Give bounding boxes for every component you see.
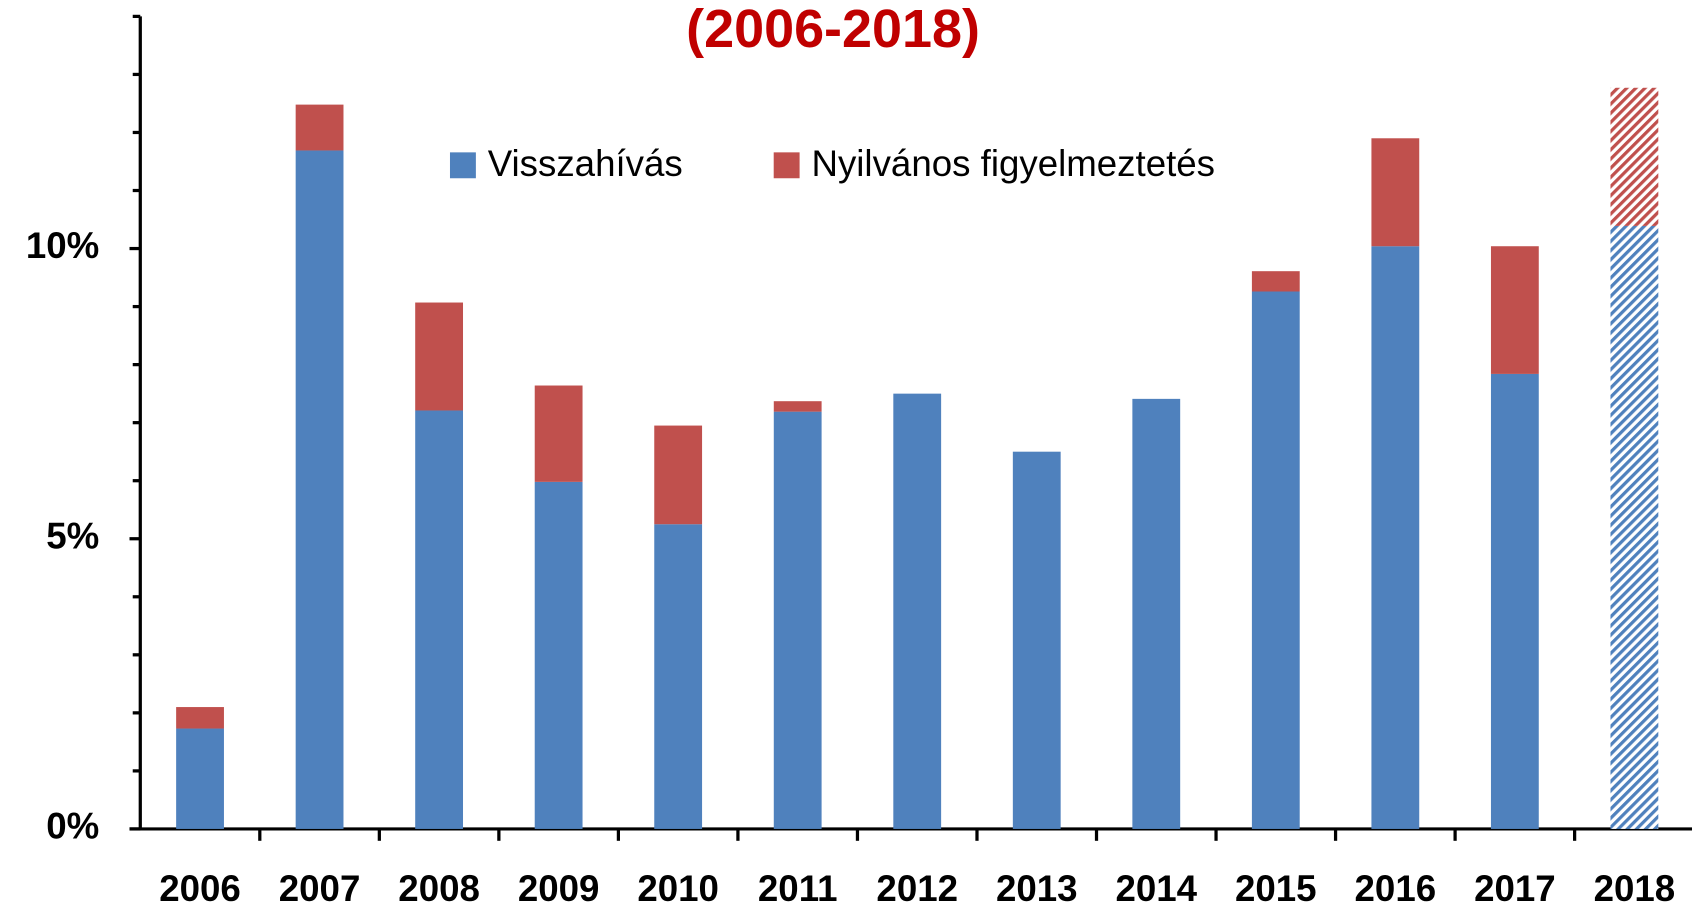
bar-segment [1490,373,1539,829]
y-tick-label: 5% [46,515,99,556]
chart-title: (2006-2018) [686,0,980,59]
bar-segment [654,425,703,525]
x-tick-label: 2015 [1235,868,1317,909]
x-tick-label: 2011 [758,868,838,909]
legend-swatch [773,152,800,179]
x-tick-label: 2018 [1594,868,1676,909]
legend-label: Nyilvános figyelmeztetés [811,143,1215,184]
bar-segment [1490,246,1539,374]
x-tick-label: 2016 [1355,868,1437,909]
x-tick-label: 2009 [518,868,600,909]
x-tick-label: 2012 [876,868,958,909]
bar-segment [1610,225,1659,829]
bar-segment [415,410,464,829]
legend-swatch [449,152,476,179]
legend-label: Visszahívás [488,143,683,184]
bar-segment [1251,271,1300,292]
bar-segment [295,104,344,151]
bar-segment [654,524,703,829]
bar-segment [1251,291,1300,829]
x-tick-label: 2006 [159,868,241,909]
bar-segment [773,411,822,829]
bar-segment [1132,398,1181,829]
bar-segment [534,481,583,829]
bar-segment [295,150,344,829]
x-tick-label: 2007 [279,868,361,909]
y-tick-label: 10% [26,225,99,266]
bar-segment [773,401,822,412]
x-tick-label: 2008 [398,868,480,909]
bar-segment [1371,138,1420,247]
bar-segment [176,728,224,829]
y-tick-label: 0% [46,806,99,847]
bar-segment [1610,87,1659,226]
bar-segment [534,385,583,482]
bar-segment [1371,246,1420,829]
bar-segment [893,393,942,829]
bar-segment [415,302,464,411]
x-tick-label: 2010 [637,868,719,909]
x-tick-label: 2017 [1474,868,1556,909]
bar-segment [1012,451,1061,829]
x-tick-label: 2013 [996,868,1078,909]
x-tick-label: 2014 [1115,868,1197,909]
bar-segment [176,707,224,729]
